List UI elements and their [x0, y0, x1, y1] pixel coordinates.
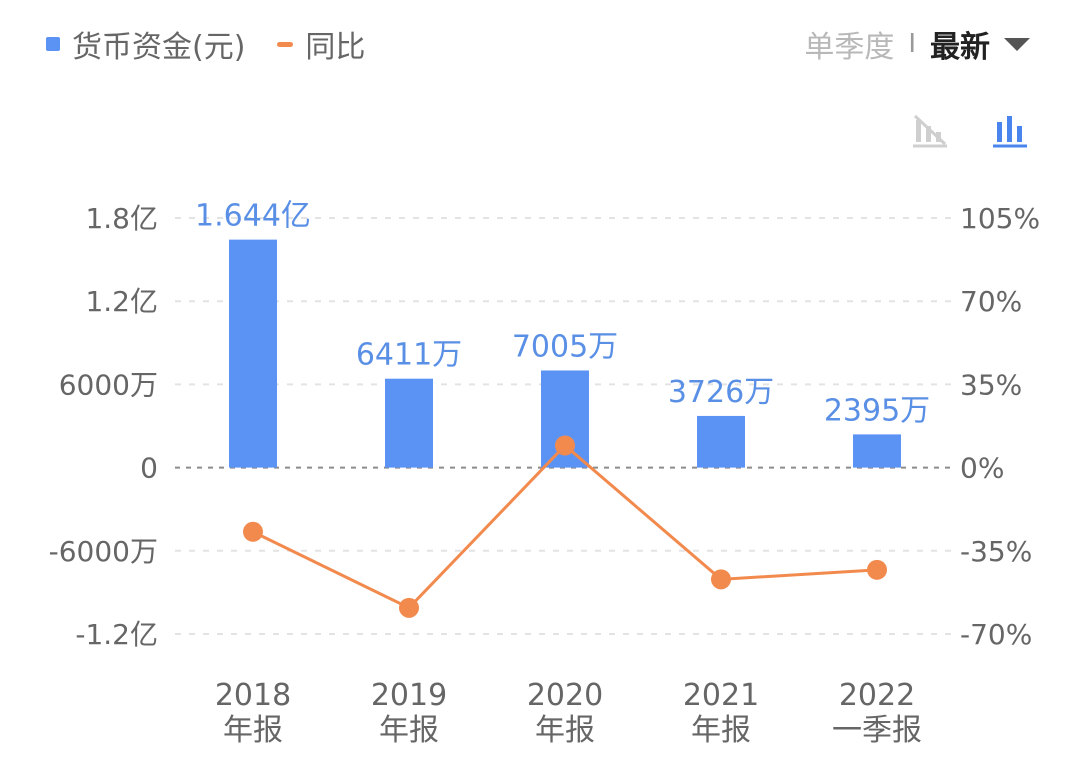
left-axis-tick-label: 6000万	[59, 368, 158, 401]
x-axis-label-report: 年报	[223, 713, 283, 748]
right-axis-tick-label: 35%	[960, 368, 1022, 401]
yoy-line	[252, 443, 878, 610]
left-axis-tick-label: 1.8亿	[85, 202, 158, 235]
right-axis-tick-label: -70%	[960, 618, 1032, 651]
line-swatch-icon	[277, 41, 294, 47]
x-axis-label-year: 2021	[683, 678, 759, 713]
no-line-chart-icon[interactable]	[911, 112, 949, 150]
x-axis-label-report: 年报	[535, 713, 595, 748]
bar-value-label: 7005万	[512, 329, 618, 364]
x-axis-label-report: 一季报	[832, 713, 922, 748]
yoy-point	[867, 559, 887, 580]
period-option-quarterly[interactable]: 单季度	[804, 30, 895, 65]
period-option-latest[interactable]: 最新	[930, 30, 990, 65]
bar	[229, 239, 277, 468]
yoy-point	[243, 521, 263, 542]
bar	[697, 415, 745, 468]
left-axis-tick-label: 0	[140, 452, 158, 485]
chevron-down-icon[interactable]	[1004, 37, 1030, 51]
x-axis-label-year: 2020	[527, 678, 603, 713]
x-axis-label-report: 年报	[379, 713, 439, 748]
bar-value-label: 6411万	[356, 338, 462, 373]
x-axis-label-year: 2022	[839, 678, 915, 713]
left-axis-tick-label: -1.2亿	[75, 618, 158, 651]
legend-label-cash: 货币资金(元)	[72, 30, 246, 65]
bar-value-label: 1.644亿	[195, 199, 311, 234]
period-separator: I	[908, 29, 916, 59]
right-axis-tick-label: 0%	[960, 452, 1004, 485]
bar	[853, 434, 901, 468]
right-axis-tick-label: -35%	[960, 535, 1032, 568]
legend-item-cash[interactable]: 货币资金(元)	[46, 22, 245, 66]
bar-value-label: 2395万	[824, 393, 930, 428]
legend-item-yoy[interactable]: 同比	[277, 22, 365, 66]
yoy-point	[555, 435, 575, 456]
left-axis-tick-label: -6000万	[49, 535, 158, 568]
x-axis-label-year: 2019	[371, 678, 447, 713]
period-controls: 单季度 I 最新	[804, 22, 1030, 66]
bar-value-label: 3726万	[668, 375, 774, 410]
yoy-point	[399, 597, 419, 618]
left-axis-tick-label: 1.2亿	[85, 285, 158, 318]
bar	[385, 378, 433, 468]
x-axis-label-year: 2018	[215, 678, 291, 713]
x-axis-label-report: 年报	[691, 713, 751, 748]
legend-label-yoy: 同比	[305, 30, 366, 65]
legend: 货币资金(元) 同比	[46, 22, 397, 66]
bar-swatch-icon	[46, 37, 60, 51]
right-axis-tick-label: 105%	[960, 202, 1040, 235]
right-axis-tick-label: 70%	[960, 285, 1022, 318]
bar-chart-icon[interactable]	[991, 112, 1029, 150]
yoy-point	[711, 569, 731, 590]
